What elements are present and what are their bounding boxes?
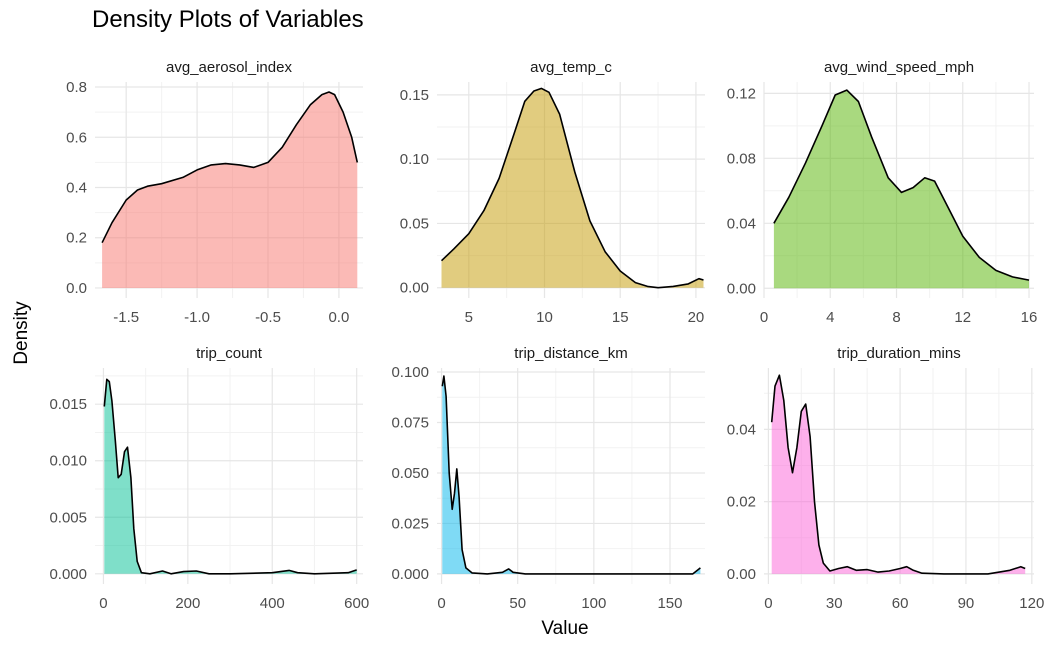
y-tick-label: 0.6 (66, 129, 87, 146)
y-tick-label: 0.08 (727, 150, 756, 167)
density-area-avg_aerosol_index (102, 92, 358, 288)
x-tick-label: 20 (688, 309, 705, 326)
facet-panel-avg_wind_speed_mph: avg_wind_speed_mph 0 4 8 12 16 0.00 0.04 0.08 0.1… (727, 59, 1038, 326)
density-area-avg_temp_c (441, 88, 704, 288)
facet-strip-label: avg_wind_speed_mph (824, 59, 974, 76)
x-tick-label: 5 (465, 309, 473, 326)
facet-panel-avg_temp_c: avg_temp_c 5 10 15 20 0.00 0.05 0.10 0.15 (400, 59, 705, 326)
x-tick-label: 120 (1019, 595, 1044, 612)
y-tick-label: 0.000 (391, 566, 429, 583)
y-tick-label: 0.05 (400, 215, 429, 232)
density-line-trip_count (103, 378, 357, 575)
facet-strip-label: trip_distance_km (514, 345, 627, 362)
y-tick-label: 0.010 (49, 453, 87, 470)
y-tick-label: 0.2 (66, 230, 87, 247)
y-tick-label: 0.015 (49, 396, 87, 413)
x-tick-label: -1.0 (184, 309, 210, 326)
x-tick-label: 150 (657, 595, 682, 612)
y-tick-label: 0.04 (727, 421, 756, 438)
x-tick-label: 90 (958, 595, 975, 612)
facet-strip-label: trip_duration_mins (837, 345, 960, 362)
chart-title: Density Plots of Variables (92, 6, 364, 33)
x-tick-label: 50 (509, 595, 526, 612)
y-tick-label: 0.00 (400, 280, 429, 297)
x-tick-label: 0 (764, 595, 772, 612)
x-tick-label: 200 (175, 595, 200, 612)
x-tick-label: 400 (260, 595, 285, 612)
x-tick-label: 16 (1021, 309, 1038, 326)
density-line-avg_wind_speed_mph (773, 89, 1030, 281)
y-tick-label: 0.050 (391, 465, 429, 482)
density-line-avg_temp_c (440, 87, 704, 289)
x-axis-title: Value (541, 618, 588, 639)
facet-panel-trip_count: trip_count 0 200 400 600 0.000 0.005 0.010 0.015 (49, 345, 369, 612)
y-tick-label: 0.005 (49, 509, 87, 526)
y-tick-label: 0.4 (66, 179, 87, 196)
x-tick-label: -1.5 (113, 309, 139, 326)
density-line-trip_distance_km (441, 375, 701, 575)
y-tick-label: 0.10 (400, 151, 429, 168)
y-axis-title: Density (11, 301, 32, 365)
x-tick-label: 100 (581, 595, 606, 612)
y-tick-label: 0.000 (49, 566, 87, 583)
facet-strip-label: avg_aerosol_index (166, 59, 292, 76)
facet-panel-trip_distance_km: trip_distance_km 0 50 100 150 0.000 0.025 0.050… (391, 345, 705, 612)
y-tick-label: 0.025 (391, 515, 429, 532)
y-tick-label: 0.12 (727, 85, 756, 102)
density-line-avg_aerosol_index (101, 91, 359, 244)
x-tick-label: 60 (892, 595, 909, 612)
y-tick-label: 0.075 (391, 415, 429, 432)
x-tick-label: 0 (760, 309, 768, 326)
density-area-avg_wind_speed_mph (773, 90, 1029, 289)
x-tick-label: 0 (99, 595, 107, 612)
x-tick-label: -0.5 (255, 309, 281, 326)
y-tick-label: 0.04 (727, 215, 756, 232)
x-tick-label: 600 (344, 595, 369, 612)
density-area-trip_count (104, 379, 357, 574)
density-area-trip_duration_mins (771, 375, 1026, 574)
facet-panel-trip_duration_mins: trip_duration_mins 0 30 60 90 120 0.00 0.02 0.04 (727, 345, 1045, 612)
y-tick-label: 0.00 (727, 280, 756, 297)
x-tick-label: 0 (437, 595, 445, 612)
x-tick-label: 0.0 (328, 309, 349, 326)
facet-panel-avg_aerosol_index: avg_aerosol_index -1.5 -1.0 -0.5 0.0 0.0 0.2 0.… (66, 59, 363, 326)
facet-strip-label: trip_count (196, 345, 263, 362)
facet-panels: avg_aerosol_index -1.5 -1.0 -0.5 0.0 0.0 0.2 0.… (49, 59, 1044, 612)
x-tick-label: 12 (954, 309, 971, 326)
y-tick-label: 0.0 (66, 280, 87, 297)
x-tick-label: 10 (536, 309, 553, 326)
y-tick-label: 0.15 (400, 87, 429, 104)
y-tick-label: 0.02 (727, 494, 756, 511)
x-tick-label: 4 (826, 309, 834, 326)
y-tick-label: 0.00 (727, 566, 756, 583)
density-area-trip_distance_km (442, 376, 701, 574)
y-tick-label: 0.100 (391, 364, 429, 381)
density-line-trip_duration_mins (770, 374, 1026, 575)
x-tick-label: 15 (612, 309, 629, 326)
y-tick-label: 0.8 (66, 79, 87, 96)
x-tick-label: 8 (892, 309, 900, 326)
facet-strip-label: avg_temp_c (530, 59, 612, 76)
x-tick-label: 30 (826, 595, 843, 612)
